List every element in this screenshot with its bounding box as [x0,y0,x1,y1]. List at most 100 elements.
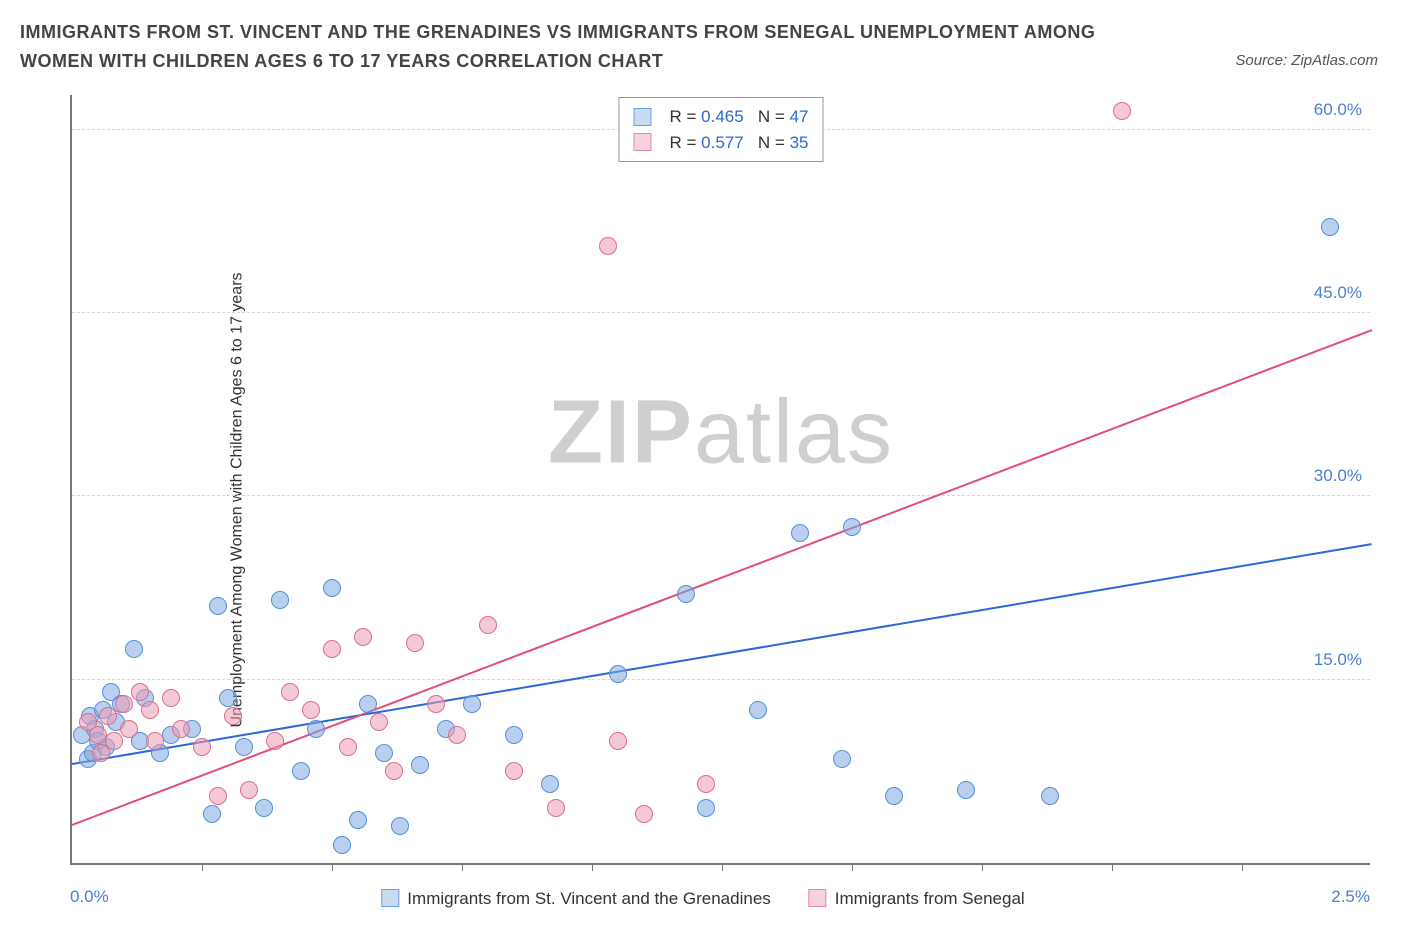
scatter-point [349,811,367,829]
x-axis-max-label: 2.5% [1331,887,1370,907]
scatter-point [427,695,445,713]
source-name: ZipAtlas.com [1291,52,1378,69]
scatter-point [1113,102,1131,120]
watermark-bold: ZIP [548,382,694,482]
scatter-point [406,634,424,652]
scatter-point [697,799,715,817]
scatter-point [479,616,497,634]
scatter-point [115,695,133,713]
scatter-point [541,775,559,793]
scatter-point [141,701,159,719]
scatter-point [677,585,695,603]
scatter-point [411,756,429,774]
scatter-point [193,738,211,756]
r-label: R = 0.465 N = 47 [670,104,809,130]
x-tick [592,863,593,871]
scatter-point [359,695,377,713]
x-tick [1242,863,1243,871]
legend-swatch-icon [634,108,652,126]
chart-title: IMMIGRANTS FROM ST. VINCENT AND THE GREN… [20,18,1120,76]
y-tick-label: 45.0% [1314,283,1362,303]
scatter-point [323,579,341,597]
scatter-point [240,781,258,799]
watermark: ZIPatlas [548,381,894,484]
scatter-point [125,640,143,658]
x-tick [722,863,723,871]
scatter-point [391,817,409,835]
scatter-point [385,762,403,780]
scatter-point [172,720,190,738]
chart-header: IMMIGRANTS FROM ST. VINCENT AND THE GREN… [0,0,1406,76]
scatter-point [843,518,861,536]
source-prefix: Source: [1235,52,1291,69]
x-tick [982,863,983,871]
scatter-point [505,762,523,780]
scatter-point [609,665,627,683]
legend-swatch-icon [634,133,652,151]
correlation-legend-row-0: R = 0.465 N = 47 [634,104,809,130]
scatter-point [302,701,320,719]
scatter-point [120,720,138,738]
series-legend-label: Immigrants from Senegal [835,889,1025,908]
scatter-point [292,762,310,780]
scatter-point [599,237,617,255]
scatter-point [235,738,253,756]
scatter-point [791,524,809,542]
x-tick [462,863,463,871]
scatter-point [281,683,299,701]
scatter-point [354,628,372,646]
scatter-point [375,744,393,762]
gridline [72,495,1370,496]
scatter-point [370,713,388,731]
scatter-point [323,640,341,658]
scatter-point [339,738,357,756]
y-tick-label: 60.0% [1314,100,1362,120]
scatter-point [307,720,325,738]
source-attribution: Source: ZipAtlas.com [1235,52,1378,69]
scatter-point [219,689,237,707]
scatter-point [749,701,767,719]
x-tick [202,863,203,871]
scatter-point [162,689,180,707]
scatter-point [448,726,466,744]
scatter-point [885,787,903,805]
scatter-point [131,683,149,701]
series-legend-item-0: Immigrants from St. Vincent and the Gren… [381,889,770,909]
y-tick-label: 15.0% [1314,650,1362,670]
legend-swatch-icon [809,889,827,907]
x-tick [852,863,853,871]
scatter-point [697,775,715,793]
scatter-point [547,799,565,817]
scatter-point [266,732,284,750]
chart-area: Unemployment Among Women with Children A… [20,95,1386,905]
scatter-point [255,799,273,817]
series-legend-item-1: Immigrants from Senegal [809,889,1025,909]
scatter-point [1321,218,1339,236]
scatter-point [635,805,653,823]
scatter-point [105,732,123,750]
plot-region: ZIPatlas R = 0.465 N = 47 R = 0.577 N = … [70,95,1370,865]
gridline [72,312,1370,313]
scatter-point [203,805,221,823]
scatter-point [1041,787,1059,805]
correlation-legend: R = 0.465 N = 47 R = 0.577 N = 35 [619,97,824,162]
legend-swatch-icon [381,889,399,907]
scatter-point [833,750,851,768]
correlation-legend-row-1: R = 0.577 N = 35 [634,130,809,156]
scatter-point [224,707,242,725]
scatter-point [271,591,289,609]
watermark-light: atlas [694,382,894,482]
gridline [72,679,1370,680]
scatter-point [333,836,351,854]
scatter-point [463,695,481,713]
x-tick [332,863,333,871]
scatter-point [209,597,227,615]
scatter-point [505,726,523,744]
x-axis-min-label: 0.0% [70,887,109,907]
series-legend-label: Immigrants from St. Vincent and the Gren… [407,889,770,908]
r-label: R = 0.577 N = 35 [670,130,809,156]
scatter-point [146,732,164,750]
scatter-point [957,781,975,799]
series-legend: Immigrants from St. Vincent and the Gren… [381,889,1024,909]
scatter-point [99,707,117,725]
